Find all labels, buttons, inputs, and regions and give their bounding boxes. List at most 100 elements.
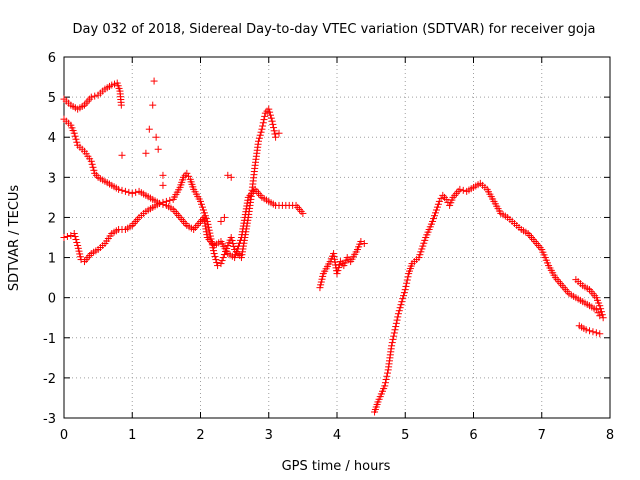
data-point — [90, 166, 98, 174]
data-point — [390, 332, 398, 340]
data-point — [403, 279, 411, 287]
data-point — [388, 342, 396, 350]
data-point — [335, 264, 343, 272]
data-point — [592, 329, 600, 337]
data-point — [128, 189, 136, 197]
data-point — [258, 125, 266, 133]
data-point — [206, 229, 214, 237]
data-point — [435, 197, 443, 205]
data-point — [267, 114, 275, 122]
axis-ticks: 0 1 2 3 4 5 6 7 8 -3 -2 -1 0 1 2 3 4 5 6 — [43, 51, 614, 443]
data-point — [271, 130, 279, 138]
data-point — [431, 212, 438, 220]
data-point — [597, 308, 605, 316]
data-point — [213, 259, 221, 267]
data-point — [261, 112, 269, 120]
data-point — [209, 244, 217, 252]
data-point — [417, 248, 425, 256]
data-point — [582, 326, 590, 334]
data-point — [87, 157, 95, 165]
data-point — [384, 369, 392, 377]
x-axis-label: GPS time / hours — [282, 459, 391, 474]
data-point — [270, 124, 278, 132]
data-point — [91, 92, 99, 100]
data-point — [394, 313, 402, 321]
data-point — [420, 239, 428, 247]
data-point — [73, 239, 81, 247]
x-tick-label: 0 — [60, 428, 68, 443]
data-point — [395, 307, 403, 315]
data-point — [71, 132, 79, 140]
data-point — [227, 234, 235, 241]
data-point — [205, 226, 213, 234]
data-point — [159, 181, 167, 189]
data-point — [70, 129, 78, 137]
data-point — [403, 276, 411, 284]
data-point — [223, 245, 231, 253]
data-point — [227, 173, 235, 181]
data-point — [229, 240, 237, 248]
data-point — [586, 327, 594, 335]
data-point — [70, 229, 78, 237]
data-point — [255, 137, 263, 145]
y-tick-label: 0 — [48, 292, 56, 307]
y-tick-label: -2 — [43, 372, 56, 387]
data-point — [360, 240, 368, 248]
data-point — [217, 260, 225, 268]
data-point — [121, 187, 129, 195]
data-point — [266, 111, 274, 119]
data-point — [596, 330, 604, 338]
data-point — [432, 206, 440, 214]
y-tick-label: 2 — [48, 211, 56, 226]
data-point — [456, 185, 464, 193]
data-point — [592, 306, 600, 314]
data-point — [381, 382, 389, 390]
data-point — [259, 122, 267, 130]
data-point — [230, 243, 238, 251]
data-point — [115, 185, 123, 193]
data-point — [400, 289, 408, 297]
data-point — [207, 235, 215, 243]
data-point — [73, 138, 81, 146]
y-tick-label: 5 — [48, 91, 56, 106]
data-point — [145, 125, 153, 133]
data-point — [399, 295, 407, 303]
data-point — [142, 149, 150, 157]
data-point — [382, 375, 390, 383]
x-tick-label: 3 — [265, 428, 273, 443]
data-point — [394, 310, 402, 318]
data-point — [383, 372, 391, 380]
data-point — [596, 302, 604, 310]
data-point — [334, 267, 342, 275]
data-point — [431, 209, 439, 217]
data-point — [400, 292, 408, 300]
data-point — [388, 339, 396, 347]
data-point — [389, 335, 397, 343]
x-tick-label: 5 — [401, 428, 409, 443]
data-point — [125, 188, 133, 196]
data-point — [442, 195, 450, 203]
data-point — [589, 328, 597, 336]
x-tick-label: 1 — [128, 428, 136, 443]
data-point — [166, 196, 174, 204]
y-tick-label: 4 — [48, 131, 56, 146]
data-point — [72, 135, 80, 143]
data-point — [269, 120, 277, 128]
data-point — [396, 304, 404, 312]
data-point — [198, 203, 206, 211]
data-point — [219, 254, 227, 262]
data-point — [203, 217, 211, 225]
data-point — [159, 171, 167, 179]
data-point — [89, 163, 97, 171]
data-point — [404, 273, 412, 281]
data-point — [270, 127, 278, 135]
data-point — [205, 223, 213, 231]
x-tick-label: 2 — [196, 428, 204, 443]
data-point — [599, 314, 607, 322]
data-point — [154, 145, 162, 153]
data-point — [159, 198, 167, 206]
data-point — [218, 257, 226, 265]
data-point — [419, 242, 427, 250]
data-point — [381, 379, 389, 387]
data-point — [398, 298, 406, 306]
